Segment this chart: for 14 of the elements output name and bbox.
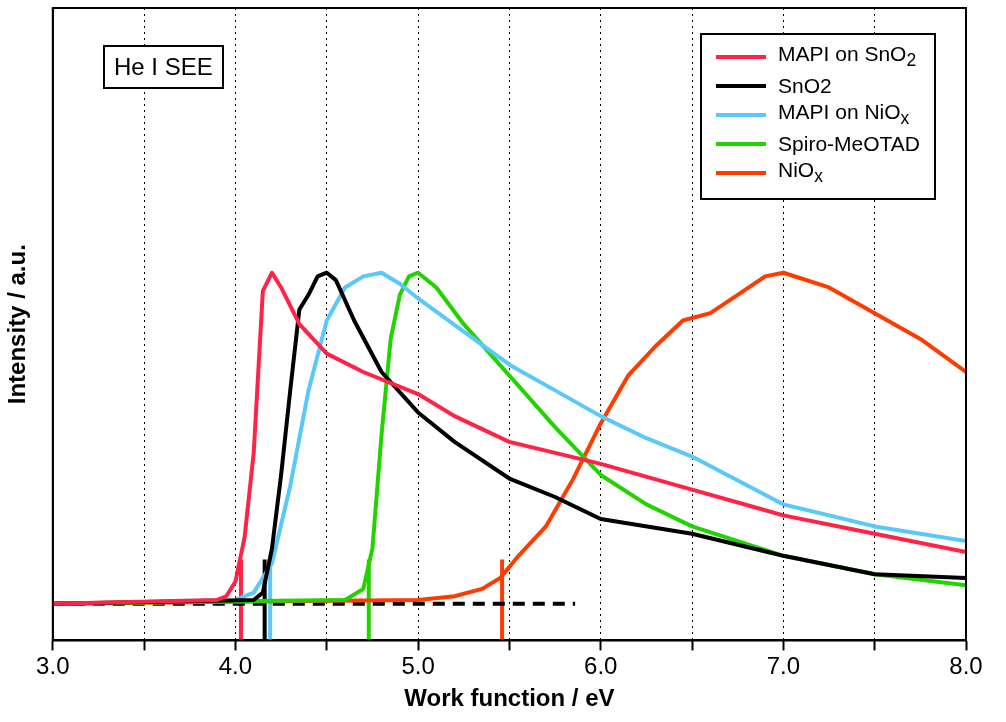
x-tick-label: 3.0 xyxy=(36,652,70,680)
x-tick-label: 7.0 xyxy=(766,652,801,680)
x-tick-label: 4.0 xyxy=(218,652,253,680)
text: He I SEE xyxy=(103,45,224,89)
legend-label: SnO2 xyxy=(778,73,832,100)
legend-label: MAPI on NiO$_{x}$ xyxy=(778,99,910,131)
legend-label: NiO$_{x}$ xyxy=(778,157,823,189)
x-tick-label: 8.0 xyxy=(949,652,983,680)
x-tick-label: 6.0 xyxy=(584,652,618,680)
legend-label: Spiro-MeOTAD xyxy=(778,131,920,158)
x-tick-label: 5.0 xyxy=(401,652,435,680)
y-axis-title: Intensity / a.u. xyxy=(3,244,31,405)
x-axis-title: Work function / eV xyxy=(404,684,615,712)
legend-label: MAPI on SnO$_{2}$ xyxy=(778,41,917,73)
